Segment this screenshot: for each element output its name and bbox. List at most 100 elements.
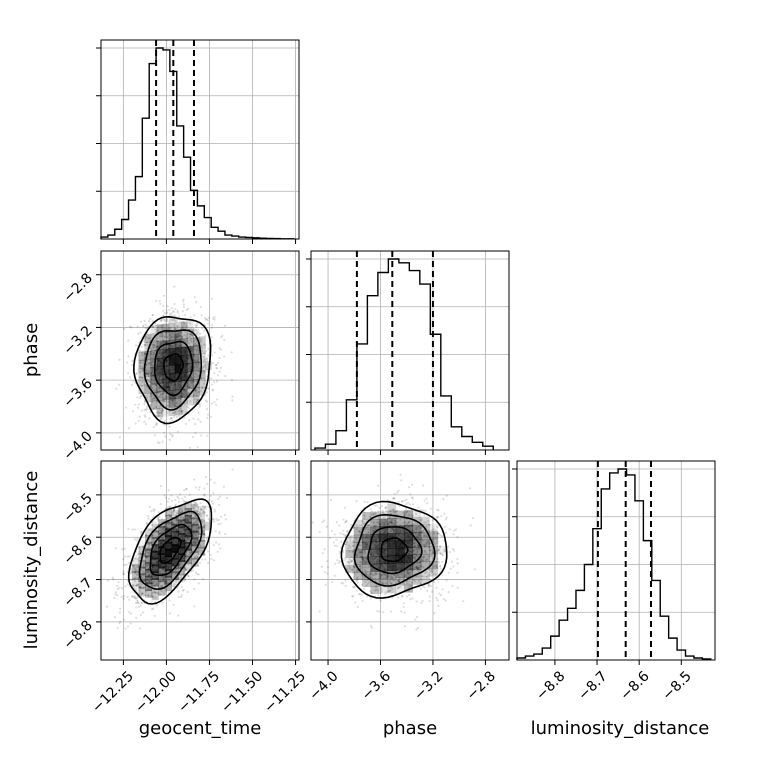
sample-point: [136, 396, 139, 399]
sample-point: [462, 600, 465, 603]
sample-point: [168, 338, 171, 341]
sample-point: [217, 522, 220, 526]
sample-point: [131, 584, 135, 587]
sample-point: [370, 572, 373, 575]
sample-point: [158, 387, 162, 390]
density-cell: [156, 324, 164, 334]
sample-point: [432, 538, 435, 542]
sample-point: [393, 574, 396, 577]
sample-point: [405, 571, 409, 574]
sample-point: [180, 410, 184, 413]
sample-point: [137, 605, 140, 608]
density-cell: [145, 568, 153, 578]
sample-point: [434, 573, 437, 576]
sample-point: [175, 519, 179, 522]
sample-point: [369, 572, 372, 575]
sample-point: [378, 506, 381, 509]
sample-point: [162, 294, 166, 297]
sample-point: [189, 559, 192, 562]
sample-point: [342, 533, 345, 536]
sample-point: [399, 518, 402, 522]
sample-point: [122, 597, 125, 601]
sample-point: [429, 507, 433, 510]
sample-point: [174, 327, 177, 331]
density-cell: [164, 535, 173, 544]
sample-point: [123, 327, 126, 331]
sample-point: [134, 576, 137, 579]
sample-point: [182, 588, 185, 592]
sample-point: [380, 523, 383, 526]
sample-point: [406, 501, 409, 504]
sample-point: [170, 585, 173, 588]
sample-point: [176, 327, 179, 330]
sample-point: [415, 565, 418, 568]
sample-point: [199, 544, 202, 547]
density-cell: [156, 391, 164, 401]
sample-point: [150, 384, 153, 388]
sample-point: [390, 518, 393, 521]
sample-point: [191, 380, 194, 384]
sample-point: [149, 363, 152, 367]
sample-point: [155, 388, 158, 391]
sample-point: [207, 347, 210, 350]
sample-point: [452, 533, 455, 536]
sample-point: [142, 544, 145, 548]
sample-point: [172, 511, 175, 514]
sample-point: [211, 517, 214, 521]
sample-point: [175, 518, 178, 521]
sample-point: [427, 542, 430, 545]
sample-point: [217, 497, 220, 501]
density-cell: [144, 384, 152, 394]
sample-point: [323, 548, 326, 551]
sample-point: [197, 362, 200, 365]
sample-point: [167, 497, 171, 500]
sample-point: [129, 612, 132, 615]
sample-point: [328, 537, 332, 540]
sample-point: [425, 535, 428, 538]
sample-point: [192, 531, 195, 534]
sample-point: [151, 541, 155, 544]
sample-point: [163, 580, 167, 583]
sample-point: [368, 574, 371, 577]
density-cell: [186, 354, 194, 364]
sample-point: [135, 554, 138, 558]
sample-point: [143, 571, 146, 575]
sample-point: [139, 586, 142, 589]
sample-point: [165, 578, 168, 581]
sample-point: [128, 376, 132, 379]
sample-point: [150, 352, 153, 356]
sample-point: [207, 505, 210, 508]
sample-point: [422, 484, 425, 487]
sample-point: [194, 545, 197, 549]
sample-point: [421, 574, 424, 578]
sample-point: [195, 365, 198, 368]
sample-point: [411, 483, 414, 486]
sample-point: [148, 417, 151, 420]
sample-point: [155, 384, 158, 387]
sample-point: [419, 559, 422, 562]
sample-point: [195, 503, 198, 506]
sample-point: [178, 563, 181, 566]
sample-point: [156, 604, 159, 607]
sample-point: [145, 522, 149, 525]
sample-point: [428, 600, 431, 603]
sample-point: [185, 487, 188, 491]
sample-point: [372, 513, 375, 516]
sample-point: [219, 366, 222, 369]
sample-point: [181, 325, 184, 329]
sample-point: [190, 333, 193, 336]
sample-point: [368, 515, 372, 518]
sample-point: [149, 381, 152, 384]
sample-point: [195, 392, 198, 395]
sample-point: [439, 594, 442, 597]
sample-point: [429, 578, 432, 581]
sample-point: [383, 573, 386, 576]
sample-point: [189, 525, 192, 528]
sample-point: [386, 498, 389, 502]
sample-point: [402, 511, 405, 514]
sample-point: [151, 382, 155, 385]
sample-point: [188, 333, 191, 336]
sample-point: [367, 581, 370, 584]
density-cell: [138, 546, 146, 555]
density-cell: [197, 539, 206, 549]
